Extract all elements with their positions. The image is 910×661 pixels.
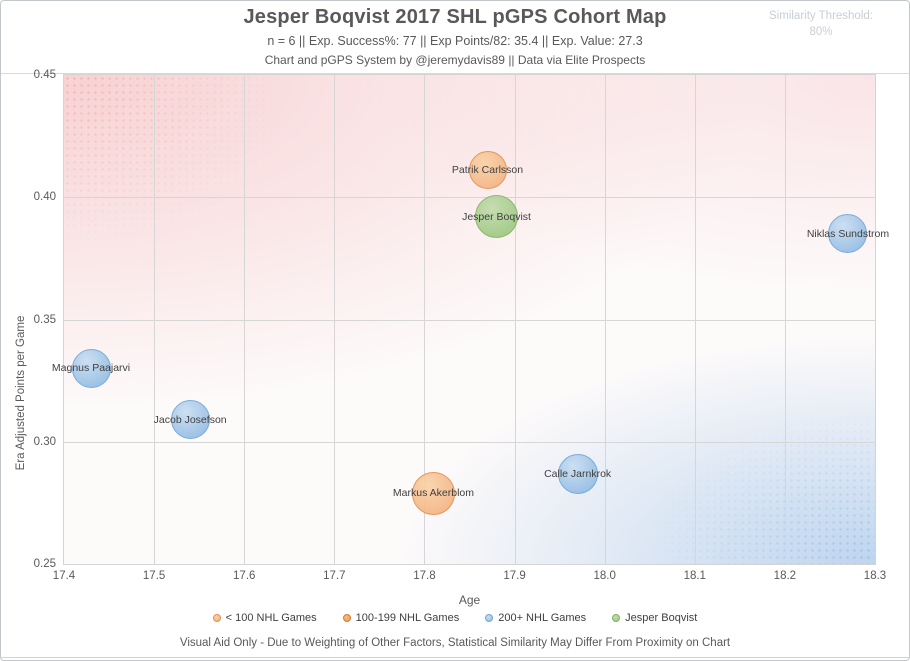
similarity-threshold-value: 80% [809, 26, 833, 38]
legend-label: 200+ NHL Games [498, 612, 587, 624]
x-tick-label: 17.5 [142, 570, 166, 582]
legend-dot-icon [485, 614, 494, 622]
legend-item-200-nhl-games: 200+ NHL Games [485, 612, 586, 624]
bubble-markus-akerblom [411, 471, 455, 515]
x-tick-label: 18.2 [773, 570, 797, 582]
x-tick-label: 17.8 [413, 570, 436, 582]
legend-label: < 100 NHL Games [225, 612, 317, 624]
bubble-patrik-carlsson [468, 151, 507, 190]
legend-item--100-nhl-games: < 100 NHL Games [212, 612, 317, 624]
horizontal-gridline [64, 319, 875, 321]
header-separator [1, 73, 909, 74]
bubble-niklas-sundstrom [828, 214, 868, 254]
horizontal-gridline [64, 441, 875, 443]
bubble-label-calle-jarnkrok: Calle Jarnkrok [544, 467, 612, 480]
x-tick-label: 17.7 [323, 570, 346, 582]
y-tick-label: 0.40 [33, 191, 56, 204]
legend-label: 100-199 NHL Games [355, 612, 460, 624]
bubble-jesper-boqvist [475, 195, 519, 239]
bubble-label-jesper-boqvist: Jesper Boqvist [462, 210, 531, 223]
x-tick-label: 18.3 [863, 570, 887, 582]
footer-separator [1, 657, 909, 658]
x-axis-title: Age [458, 593, 481, 607]
y-tick-label: 0.25 [33, 558, 56, 570]
similarity-threshold: Similarity Threshold: 80% [741, 8, 901, 40]
chart-credit-subtitle: Chart and pGPS System by @jeremydavis89 … [264, 53, 646, 67]
bubble-jacob-josefson [170, 400, 210, 440]
similarity-threshold-label: Similarity Threshold: [769, 10, 873, 22]
horizontal-gridline [64, 197, 875, 199]
bubble-magnus-paajarvi [71, 348, 111, 388]
y-tick-label: 0.30 [33, 435, 56, 448]
legend-dot-icon [212, 614, 221, 622]
x-tick-label: 17.9 [503, 570, 526, 582]
x-tick-label: 18.0 [593, 570, 616, 582]
y-tick-label: 0.45 [33, 69, 56, 81]
chart-title: Jesper Boqvist 2017 SHL pGPS Cohort Map [243, 6, 667, 28]
chart-legend: < 100 NHL Games 100-199 NHL Games 200+ NHL… [1, 612, 909, 624]
bubble-calle-jarnkrok [557, 453, 598, 494]
x-tick-label: 17.6 [233, 570, 256, 582]
bubble-label-markus-akerblom: Markus Akerblom [392, 487, 475, 500]
legend-dot-icon [342, 614, 351, 622]
legend-dot-icon [612, 614, 621, 622]
legend-item-100-199-nhl-games: 100-199 NHL Games [342, 612, 460, 624]
chart-stats-subtitle: n = 6 || Exp. Success%: 77 || Exp Points… [267, 34, 643, 48]
y-tick-label: 0.35 [33, 313, 56, 326]
y-axis-title: Era Adjusted Points per Game [15, 315, 27, 471]
footer-disclaimer: Visual Aid Only - Due to Weighting of Ot… [179, 637, 731, 649]
legend-item-jesper-boqvist: Jesper Boqvist [612, 612, 697, 624]
plot-texture-topleft [64, 75, 284, 245]
bubble-label-niklas-sundstrom: Niklas Sundstrom [806, 227, 890, 240]
legend-label: Jesper Boqvist [625, 612, 698, 624]
plot-area: Era Adjusted Points per Game 17.4 17.5 17.… [15, 69, 889, 582]
x-tick-label: 17.4 [52, 570, 76, 582]
bubble-label-jacob-josefson: Jacob Josefson [153, 413, 227, 426]
bubble-label-magnus-paajarvi: Magnus Paajarvi [51, 362, 131, 375]
x-tick-label: 18.1 [683, 570, 706, 582]
bubble-label-patrik-carlsson: Patrik Carlsson [451, 164, 524, 177]
plot-texture-bottomright [655, 414, 875, 564]
